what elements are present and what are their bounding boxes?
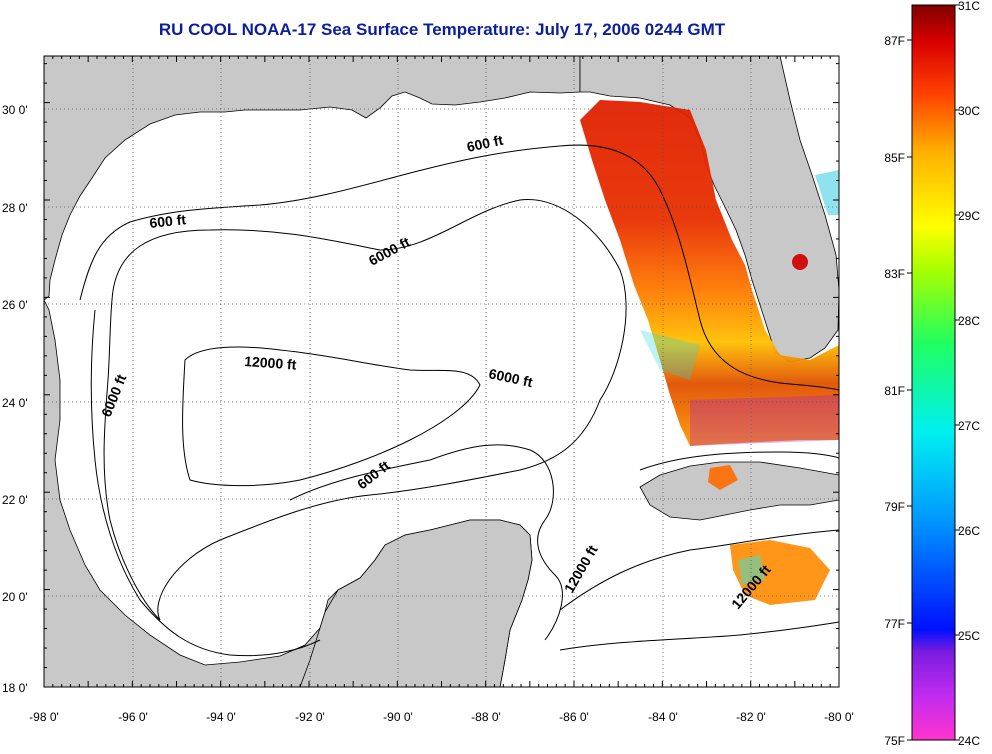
sst-patch-lake xyxy=(792,254,808,270)
grid-lines xyxy=(44,56,839,687)
contour-12000ft xyxy=(182,346,481,487)
land-yucatan xyxy=(299,519,533,687)
land-north-gulf-coast xyxy=(44,56,581,301)
contour-label: 12000 ft xyxy=(244,353,297,373)
lon-label: -94 0' xyxy=(206,710,236,724)
colorbar-f-label: 85F xyxy=(884,151,905,165)
contour-600ft-west xyxy=(90,309,321,657)
colorbar-c-label: 27C xyxy=(958,419,980,433)
axis-ticks xyxy=(43,56,840,688)
sst-florida-atlantic xyxy=(815,170,839,215)
colorbar-c-label: 25C xyxy=(958,629,980,643)
lon-label: -86 0' xyxy=(559,710,589,724)
land-cuba xyxy=(639,461,839,521)
contour-florida-strait xyxy=(639,451,839,471)
map-title: RU COOL NOAA-17 Sea Surface Temperature:… xyxy=(158,20,726,39)
lat-label: 20 0' xyxy=(2,590,28,604)
colorbar xyxy=(911,4,956,741)
lon-label: -96 0' xyxy=(118,710,148,724)
colorbar-c-label: 31C xyxy=(958,0,980,13)
contour-600ft-yucatan xyxy=(289,444,563,641)
colorbar-c-label: 28C xyxy=(958,314,980,328)
contour-label: 600 ft xyxy=(465,132,504,155)
colorbar-c-label: 26C xyxy=(958,524,980,538)
contour-6000ft-ring xyxy=(103,199,627,621)
sst-patch-cuba-north xyxy=(708,465,738,490)
colorbar-f-label: 83F xyxy=(884,267,905,281)
lat-label: 30 0' xyxy=(2,103,28,117)
colorbar-c-label: 24C xyxy=(958,734,980,748)
colorbar-f-label: 87F xyxy=(884,34,905,48)
lon-label: -80 0' xyxy=(824,710,854,724)
lat-label: 28 0' xyxy=(2,201,28,215)
contour-caribbean-south xyxy=(559,621,839,651)
colorbar-f-label: 81F xyxy=(884,384,905,398)
colorbar-c-label: 30C xyxy=(958,104,980,118)
colorbar-f-label: 77F xyxy=(884,617,905,631)
sst-swath-cyan xyxy=(640,330,700,380)
lon-label: -90 0' xyxy=(383,710,413,724)
contour-600ft-north xyxy=(79,144,839,391)
sst-swath-noise xyxy=(690,395,839,446)
lon-label: -82 0' xyxy=(736,710,766,724)
sst-swath xyxy=(580,100,839,446)
lat-label: 26 0' xyxy=(2,298,28,312)
lat-label: 18 0' xyxy=(2,681,28,695)
sst-patch-caribbean-cyan xyxy=(738,555,765,585)
lat-label: 24 0' xyxy=(2,396,28,410)
lon-label: -92 0' xyxy=(295,710,325,724)
lat-label: 22 0' xyxy=(2,493,28,507)
land-florida xyxy=(579,56,839,363)
contour-label: 600 ft xyxy=(149,211,187,231)
contour-12000ft-caribbean xyxy=(559,529,839,611)
colorbar-ticks xyxy=(907,4,960,741)
colorbar-c-label: 29C xyxy=(958,209,980,223)
lon-label: -88 0' xyxy=(471,710,501,724)
colorbar-f-label: 79F xyxy=(884,500,905,514)
colorbar-f-label: 75F xyxy=(884,734,905,748)
lon-label: -98 0' xyxy=(29,710,59,724)
lon-label: -84 0' xyxy=(648,710,678,724)
